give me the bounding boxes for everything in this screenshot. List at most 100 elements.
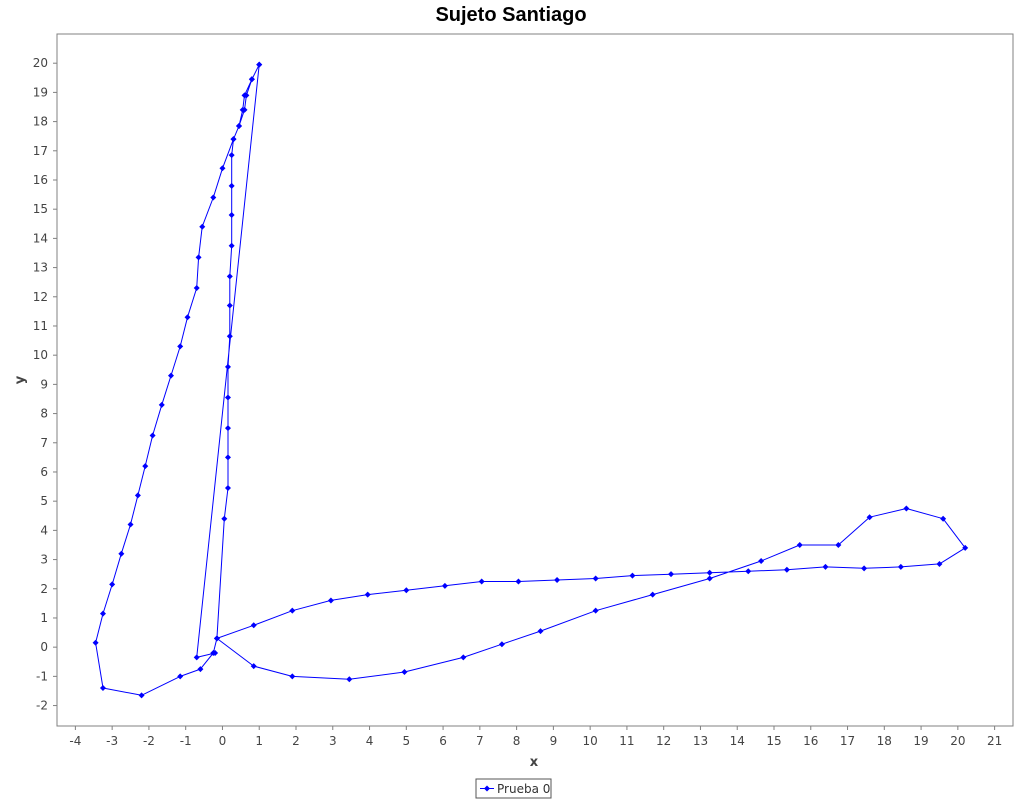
y-tick-label: -1	[36, 669, 48, 683]
data-point	[118, 550, 125, 557]
data-point	[706, 569, 713, 576]
y-tick-label: 2	[40, 582, 48, 596]
y-tick-label: 11	[33, 319, 48, 333]
data-point	[228, 152, 235, 159]
data-point	[537, 628, 544, 635]
y-tick-label: 18	[33, 115, 48, 129]
x-tick-label: 16	[803, 734, 818, 748]
data-point	[224, 425, 231, 432]
data-point	[149, 432, 156, 439]
data-point	[138, 692, 145, 699]
x-tick-label: -4	[69, 734, 81, 748]
data-point	[327, 597, 334, 604]
data-point	[158, 401, 165, 408]
data-point	[822, 563, 829, 570]
x-tick-label: 21	[987, 734, 1002, 748]
x-tick-label: 17	[840, 734, 855, 748]
data-point	[592, 607, 599, 614]
data-point	[706, 575, 713, 582]
data-point	[441, 582, 448, 589]
data-point	[226, 302, 233, 309]
series-layer	[92, 61, 969, 699]
data-point	[224, 363, 231, 370]
data-point	[250, 622, 257, 629]
data-point	[649, 591, 656, 598]
x-tick-label: 3	[329, 734, 337, 748]
x-tick-label: 9	[550, 734, 558, 748]
y-tick-label: -2	[36, 699, 48, 713]
y-tick-label: 15	[33, 202, 48, 216]
data-point	[460, 654, 467, 661]
data-point	[109, 581, 116, 588]
x-tick-label: 7	[476, 734, 484, 748]
y-tick-label: 12	[33, 290, 48, 304]
data-point	[177, 673, 184, 680]
y-tick-label: 16	[33, 173, 48, 187]
y-tick-label: 5	[40, 494, 48, 508]
data-point	[184, 314, 191, 321]
data-point	[364, 591, 371, 598]
x-tick-label: 1	[255, 734, 263, 748]
y-tick-label: 6	[40, 465, 48, 479]
x-tick-label: 8	[513, 734, 521, 748]
data-point	[210, 194, 217, 201]
x-tick-label: 5	[402, 734, 410, 748]
data-point	[195, 254, 202, 261]
x-tick-label: 10	[583, 734, 598, 748]
y-tick-label: 17	[33, 144, 48, 158]
y-tick-label: 0	[40, 640, 48, 654]
data-point	[554, 577, 561, 584]
data-point	[99, 610, 106, 617]
chart-title: Sujeto Santiago	[435, 4, 586, 26]
data-point	[796, 541, 803, 548]
data-point	[403, 587, 410, 594]
legend-label: Prueba 0	[497, 782, 550, 796]
data-point	[199, 223, 206, 230]
legend-marker	[484, 785, 490, 792]
data-point	[897, 563, 904, 570]
data-point	[167, 372, 174, 379]
x-tick-label: -2	[143, 734, 155, 748]
data-point	[197, 666, 204, 673]
x-tick-label: 19	[913, 734, 928, 748]
y-axis-label: y	[13, 375, 28, 384]
data-point	[226, 273, 233, 280]
y-tick-label: 14	[33, 231, 48, 245]
data-point	[228, 212, 235, 219]
data-point	[221, 515, 228, 522]
data-point	[224, 394, 231, 401]
data-point	[219, 165, 226, 172]
data-point	[236, 122, 243, 129]
data-point	[289, 673, 296, 680]
data-point	[228, 182, 235, 189]
data-point	[866, 514, 873, 521]
y-tick-label: 4	[40, 523, 48, 537]
data-point	[248, 76, 255, 83]
x-tick-label: 14	[730, 734, 745, 748]
x-tick-label: 11	[619, 734, 634, 748]
x-axis-label: x	[530, 755, 539, 770]
data-point	[256, 61, 263, 68]
y-tick-label: 13	[33, 261, 48, 275]
y-tick-label: 19	[33, 85, 48, 99]
data-point	[903, 505, 910, 512]
data-point	[592, 575, 599, 582]
x-tick-label: 0	[219, 734, 227, 748]
data-point	[629, 572, 636, 579]
x-tick-label: 18	[877, 734, 892, 748]
data-point	[142, 463, 149, 470]
data-point	[745, 568, 752, 575]
data-point	[401, 668, 408, 675]
x-tick-label: -1	[180, 734, 192, 748]
x-tick-label: 4	[366, 734, 374, 748]
data-point	[134, 492, 141, 499]
legend-box	[475, 778, 552, 799]
data-point	[193, 285, 200, 292]
data-point	[99, 685, 106, 692]
data-point	[940, 515, 947, 522]
data-point	[758, 558, 765, 565]
x-tick-label: 20	[950, 734, 965, 748]
x-tick-label: 12	[656, 734, 671, 748]
data-point	[289, 607, 296, 614]
x-tick-label: 6	[439, 734, 447, 748]
